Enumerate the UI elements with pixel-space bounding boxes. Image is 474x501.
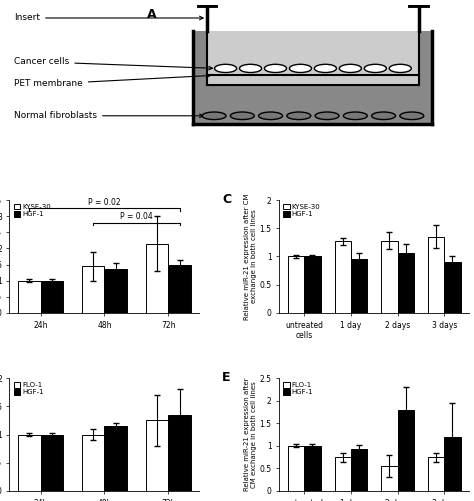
Y-axis label: Relative miR-21 expression after
CM exchange in both cell lines: Relative miR-21 expression after CM exch… (244, 378, 257, 491)
Bar (168, 265, 191, 313)
Bar (398, 253, 414, 313)
Y-axis label: Relative miR-21 expression after CM
exchange in both cell lines: Relative miR-21 expression after CM exch… (244, 193, 257, 320)
Ellipse shape (365, 64, 386, 73)
Text: C: C (222, 193, 231, 206)
Ellipse shape (287, 112, 311, 120)
Bar (335, 457, 351, 491)
Legend: KYSE-30, HGF-1: KYSE-30, HGF-1 (283, 203, 321, 218)
Legend: FLO-1, HGF-1: FLO-1, HGF-1 (283, 382, 314, 396)
Bar (18, 281, 40, 313)
Bar (335, 241, 351, 313)
Bar (104, 270, 127, 313)
Text: PET membrane: PET membrane (14, 74, 210, 89)
Legend: KYSE-30, HGF-1: KYSE-30, HGF-1 (13, 203, 51, 218)
Legend: FLO-1, HGF-1: FLO-1, HGF-1 (13, 382, 44, 396)
Ellipse shape (239, 64, 262, 73)
Bar (398, 410, 414, 491)
Bar (193, 31, 432, 124)
Bar (40, 434, 63, 491)
Ellipse shape (230, 112, 254, 120)
Bar (351, 449, 367, 491)
Text: E: E (222, 371, 231, 384)
Bar (444, 262, 461, 313)
Ellipse shape (389, 64, 411, 73)
Ellipse shape (202, 112, 226, 120)
Ellipse shape (215, 64, 237, 73)
Bar (40, 281, 63, 313)
Ellipse shape (315, 112, 339, 120)
Bar (288, 446, 304, 491)
Text: P = 0.02: P = 0.02 (88, 198, 121, 207)
Bar (82, 434, 104, 491)
Ellipse shape (290, 64, 311, 73)
Text: Insert: Insert (14, 14, 203, 23)
Ellipse shape (400, 112, 424, 120)
Bar (351, 260, 367, 313)
Text: Normal fibroblasts: Normal fibroblasts (14, 111, 203, 120)
Bar (207, 31, 419, 85)
Ellipse shape (259, 112, 283, 120)
Text: Cancer cells: Cancer cells (14, 58, 212, 70)
Text: P = 0.04: P = 0.04 (120, 212, 153, 221)
Ellipse shape (264, 64, 286, 73)
Bar (428, 457, 444, 491)
Bar (168, 415, 191, 491)
Bar (146, 420, 168, 491)
Ellipse shape (343, 112, 367, 120)
Bar (381, 240, 398, 313)
Ellipse shape (372, 112, 395, 120)
Bar (428, 236, 444, 313)
Bar (104, 426, 127, 491)
Bar (288, 257, 304, 313)
Bar (444, 437, 461, 491)
Bar (304, 257, 320, 313)
Ellipse shape (339, 64, 361, 73)
Bar (82, 266, 104, 313)
Bar (304, 446, 320, 491)
Bar (381, 466, 398, 491)
Bar (146, 243, 168, 313)
Bar (18, 434, 40, 491)
Text: A: A (147, 8, 157, 21)
Ellipse shape (314, 64, 337, 73)
